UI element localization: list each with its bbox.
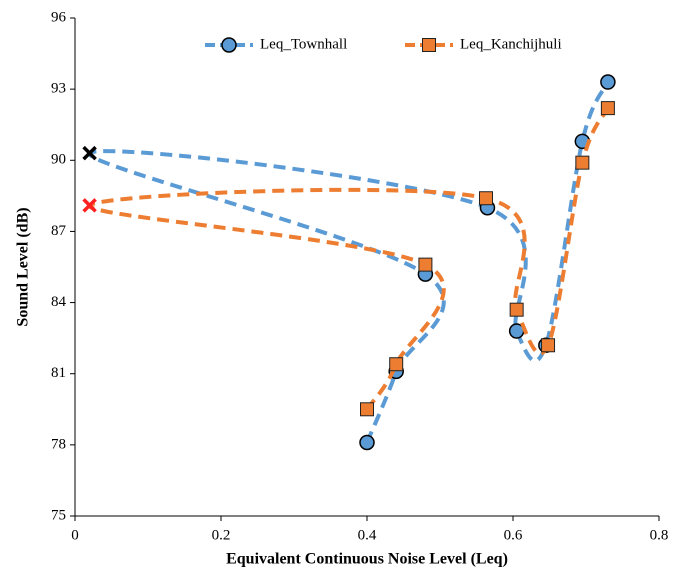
x-tick-label: 0.2 xyxy=(212,527,231,543)
y-tick-label: 75 xyxy=(51,507,66,523)
data-point xyxy=(359,434,375,451)
data-point xyxy=(575,155,590,170)
x-axis-title: Equivalent Continuous Noise Level (Leq) xyxy=(226,551,508,568)
x-tick-label: 0.4 xyxy=(358,527,377,543)
data-point xyxy=(82,198,97,213)
x-tick-label: 0.6 xyxy=(504,527,523,543)
x-tick-label: 0 xyxy=(71,527,79,543)
y-tick-label: 93 xyxy=(51,81,66,97)
legend-marker xyxy=(221,37,237,53)
y-axis-title: Sound Level (dB) xyxy=(15,207,32,326)
data-point xyxy=(541,338,556,353)
data-point xyxy=(389,357,404,372)
data-point xyxy=(478,191,493,206)
legend-label: Leq_Kanchijhuli xyxy=(460,36,562,52)
y-tick-label: 87 xyxy=(51,223,67,239)
data-point xyxy=(82,145,97,161)
series-line xyxy=(87,107,610,411)
legend-label: Leq_Townhall xyxy=(260,36,347,52)
data-point xyxy=(360,402,374,417)
y-tick-label: 84 xyxy=(51,294,67,310)
y-tick-label: 96 xyxy=(51,9,67,25)
y-tick-label: 90 xyxy=(51,152,66,168)
y-tick-label: 81 xyxy=(51,365,66,381)
data-point xyxy=(600,101,615,116)
x-tick-label: 0.8 xyxy=(650,527,669,543)
data-point xyxy=(509,302,524,317)
series-line xyxy=(87,81,610,444)
data-point xyxy=(600,74,616,90)
data-point xyxy=(418,257,433,272)
y-tick-label: 78 xyxy=(51,436,66,452)
legend-marker xyxy=(422,38,436,52)
